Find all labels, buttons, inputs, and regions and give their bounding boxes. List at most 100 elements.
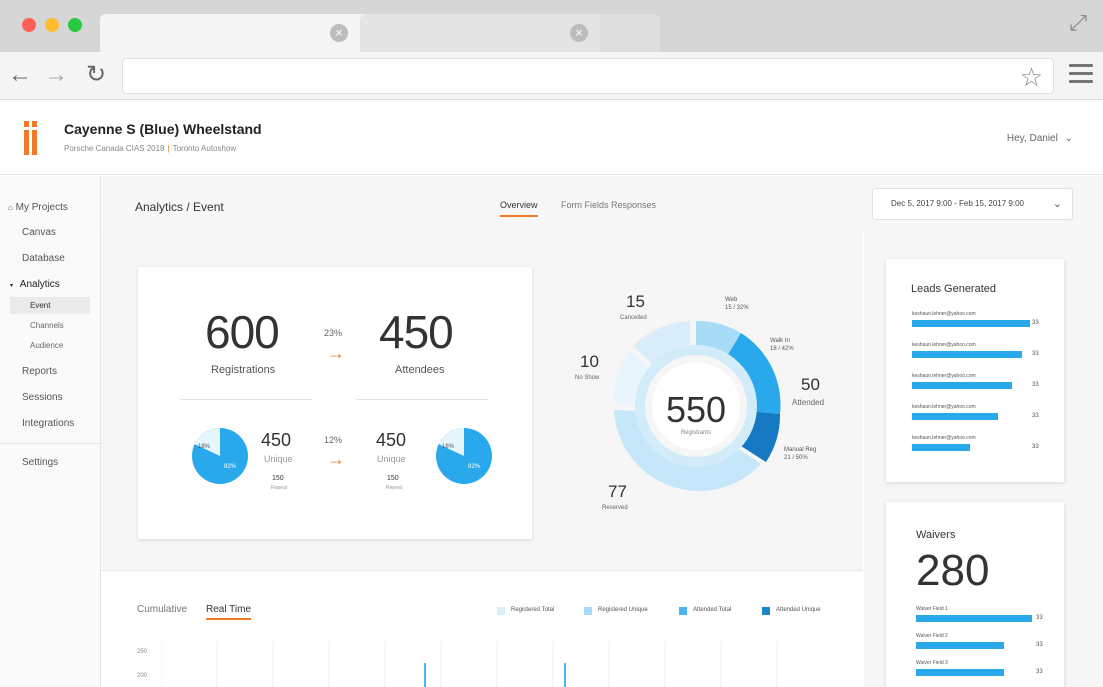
event-venue: Toronto Autoshow [172, 144, 237, 153]
close-window-icon[interactable] [22, 18, 36, 32]
walk-in-legend: Walk In 18 / 42% [770, 337, 794, 353]
manual-reg-label: Manual Reg [784, 447, 817, 453]
waiver-field-label: Waiver Field 2 [916, 633, 948, 639]
sidebar-item-sessions[interactable]: Sessions [22, 392, 63, 403]
web-legend: Web 15 / 32% [725, 296, 749, 312]
lead-bar [912, 351, 1022, 358]
date-range-picker[interactable]: Dec 5, 2017 9:00 - Feb 15, 2017 9:00 ⌄ [872, 188, 1073, 220]
user-menu[interactable]: Hey, Daniel ⌄ [1007, 133, 1073, 144]
lead-value: 33 [1032, 351, 1039, 357]
lead-email[interactable]: keshaun.lehner@yahoo.com [912, 311, 976, 317]
legend-swatch-attended-total [679, 607, 687, 615]
donut-center [652, 362, 740, 450]
left-repeat-count: 150 [272, 475, 284, 482]
sidebar-divider [0, 443, 100, 444]
sidebar-item-canvas[interactable]: Canvas [22, 227, 56, 238]
caret-down-icon: ▾ [10, 283, 14, 289]
lead-value: 33 [1032, 320, 1039, 326]
sidebar-item-database[interactable]: Database [22, 253, 65, 264]
tab-close-icon[interactable]: × [570, 24, 588, 42]
attended-label: Attended [792, 398, 825, 407]
new-tab-button[interactable] [600, 14, 660, 52]
date-range-value: Dec 5, 2017 9:00 - Feb 15, 2017 9:00 [891, 199, 1024, 208]
waiver-value: 33 [1036, 642, 1043, 648]
sidebar-subitem-audience[interactable]: Audience [30, 341, 64, 350]
address-bar[interactable]: ☆ [122, 58, 1054, 94]
lead-email[interactable]: keshaun.lehner@yahoo.com [912, 373, 976, 379]
unique-repeat-pie-left: 18% 82% [192, 428, 248, 484]
sidebar-item-reports[interactable]: Reports [22, 366, 58, 377]
left-unique-label: Unique [264, 454, 293, 464]
donut-inner-ring [635, 345, 757, 467]
forward-arrow-icon[interactable]: → [44, 61, 68, 88]
browser-tab-active[interactable]: × [100, 14, 370, 52]
back-arrow-icon[interactable]: ← [8, 61, 32, 88]
tab-overview[interactable]: Overview [500, 200, 538, 217]
reload-icon[interactable]: ↻ [86, 61, 107, 88]
browser-menu-icon[interactable] [1069, 64, 1093, 88]
donut-segment-walk-in [727, 333, 781, 414]
waivers-count: 280 [916, 546, 990, 595]
donut-segment-cancelled [633, 321, 690, 366]
lead-bar [912, 413, 998, 420]
tab-close-icon[interactable]: × [330, 24, 348, 42]
registrations-count: 600 [205, 306, 280, 358]
walk-in-label: Walk In [770, 338, 790, 344]
arrow-right-icon: → [327, 343, 345, 363]
lead-email[interactable]: keshaun.lehner@yahoo.com [912, 342, 976, 348]
y-tick-label: 250 [137, 649, 148, 655]
legend-attended-unique: Attended Unique [776, 607, 821, 613]
pie-big-percent: 82% [224, 464, 237, 470]
user-greeting: Hey, Daniel [1006, 133, 1058, 144]
pie-small-percent: 18% [198, 444, 211, 450]
legend-swatch-attended-unique [762, 607, 770, 615]
registrants-donut-chart: 550 Registrants [613, 320, 781, 491]
walk-in-detail: 18 / 42% [770, 346, 794, 352]
attended-count: 50 [801, 375, 820, 394]
sidebar-item-integrations[interactable]: Integrations [22, 418, 75, 429]
minimize-window-icon[interactable] [45, 18, 59, 32]
no-show-label: No Show [575, 375, 600, 381]
browser-tab-inactive[interactable]: × [360, 14, 610, 52]
cancelled-label: Cancelled [620, 315, 647, 321]
home-icon: ⌂ [8, 203, 13, 212]
tab-cumulative[interactable]: Cumulative [137, 604, 188, 615]
unique-repeat-pie-right: 18% 82% [436, 428, 492, 484]
tab-form-fields-responses[interactable]: Form Fields Responses [561, 200, 657, 210]
donut-center-label: Registrants [681, 430, 711, 436]
waiver-bar [916, 642, 1004, 649]
lead-value: 33 [1032, 413, 1039, 419]
legend-swatch-registered-total [497, 607, 505, 615]
sidebar-subitem-channels[interactable]: Channels [30, 321, 64, 330]
lead-bar [912, 444, 970, 451]
browser-toolbar: ← → ↻ ☆ [0, 52, 1103, 100]
manual-reg-legend: Manual Reg 21 / 50% [784, 446, 816, 462]
legend-registered-total: Registered Total [511, 607, 555, 613]
fullscreen-icon[interactable]: ⤢ [1069, 10, 1087, 35]
event-name: Porsche Canada CIAS 2018 [64, 144, 165, 153]
sidebar-item-my-projects[interactable]: ⌂ My Projects [8, 202, 68, 213]
web-detail: 15 / 32% [725, 305, 749, 311]
left-unique-count: 450 [261, 430, 292, 450]
sidebar-item-settings[interactable]: Settings [22, 457, 59, 468]
registrations-label: Registrations [211, 364, 276, 376]
legend-swatch-registered-unique [584, 607, 592, 615]
divider [180, 399, 312, 400]
tab-real-time[interactable]: Real Time [206, 604, 252, 620]
app-logo[interactable] [24, 121, 44, 155]
right-unique-count: 450 [376, 430, 407, 450]
lead-email[interactable]: keshaun.lehner@yahoo.com [912, 435, 976, 441]
sidebar-subitem-event[interactable]: Event [10, 297, 90, 314]
attendees-count: 450 [379, 306, 454, 358]
project-title: Cayenne S (Blue) Wheelstand [64, 121, 262, 137]
waiver-bar [916, 615, 1032, 622]
cancelled-count: 15 [626, 292, 645, 311]
page-header: Analytics / Event Overview Form Fields R… [101, 176, 1103, 234]
maximize-window-icon[interactable] [68, 18, 82, 32]
waiver-field-label: Waiver Field 1 [916, 606, 948, 612]
sidebar-item-analytics[interactable]: ▾ Analytics [10, 279, 60, 290]
donut-center-value: 550 [666, 389, 726, 430]
bookmark-star-icon[interactable]: ☆ [1019, 62, 1043, 92]
lead-email[interactable]: keshaun.lehner@yahoo.com [912, 404, 976, 410]
chevron-down-icon: ⌄ [1052, 198, 1062, 210]
